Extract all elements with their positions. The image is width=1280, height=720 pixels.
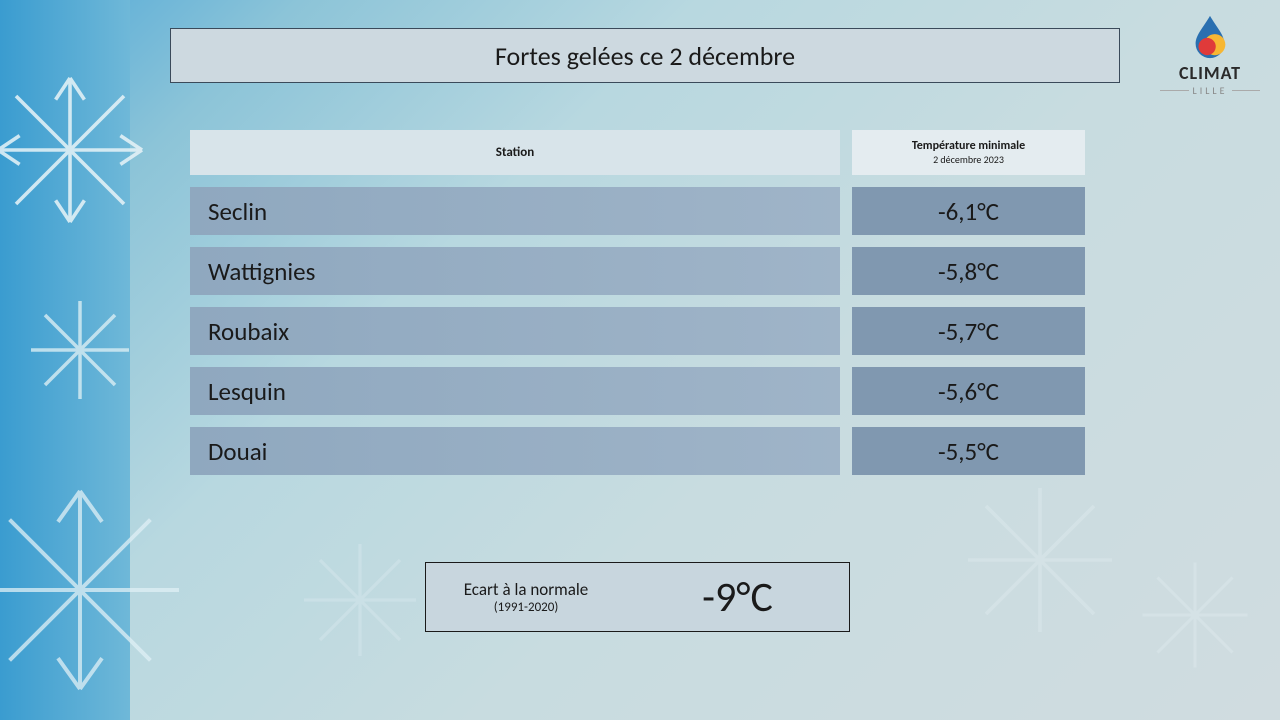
col-header-temp-text: Température minimale: [912, 139, 1025, 153]
cell-station: Wattignies: [190, 247, 840, 295]
logo-brand-text: CLIMAT: [1160, 62, 1260, 84]
cell-station: Seclin: [190, 187, 840, 235]
table-header-row: Station Température minimale 2 décembre …: [190, 130, 1085, 175]
logo-sub-text: LILLE: [1193, 84, 1228, 97]
col-header-temp-date: 2 décembre 2023: [933, 154, 1004, 166]
table-row: Seclin-6,1°C: [190, 187, 1085, 235]
deviation-value: -9°C: [626, 563, 849, 631]
cell-temperature: -5,5°C: [852, 427, 1085, 475]
temperature-table: Station Température minimale 2 décembre …: [190, 130, 1085, 487]
frost-left-band: [0, 0, 130, 720]
table-row: Roubaix-5,7°C: [190, 307, 1085, 355]
cell-temperature: -5,7°C: [852, 307, 1085, 355]
col-header-temperature: Température minimale 2 décembre 2023: [852, 130, 1085, 175]
deviation-label: Ecart à la normale (1991-2020): [426, 563, 626, 631]
frost-crystal-icon: [280, 520, 440, 680]
cell-temperature: -5,8°C: [852, 247, 1085, 295]
frost-crystal-icon: [950, 470, 1130, 650]
page-title: Fortes gelées ce 2 décembre: [170, 28, 1120, 83]
cell-station: Lesquin: [190, 367, 840, 415]
deviation-box: Ecart à la normale (1991-2020) -9°C: [425, 562, 850, 632]
cell-station: Douai: [190, 427, 840, 475]
col-header-station: Station: [190, 130, 840, 175]
deviation-label-text: Ecart à la normale: [464, 579, 589, 600]
table-row: Lesquin-5,6°C: [190, 367, 1085, 415]
deviation-period: (1991-2020): [494, 600, 559, 615]
cell-temperature: -6,1°C: [852, 187, 1085, 235]
title-text: Fortes gelées ce 2 décembre: [495, 40, 795, 72]
frost-crystal-icon: [1120, 540, 1270, 690]
logo-drop-icon: [1186, 12, 1234, 60]
brand-logo: CLIMAT LILLE: [1160, 12, 1260, 97]
cell-station: Roubaix: [190, 307, 840, 355]
table-row: Wattignies-5,8°C: [190, 247, 1085, 295]
cell-temperature: -5,6°C: [852, 367, 1085, 415]
table-row: Douai-5,5°C: [190, 427, 1085, 475]
